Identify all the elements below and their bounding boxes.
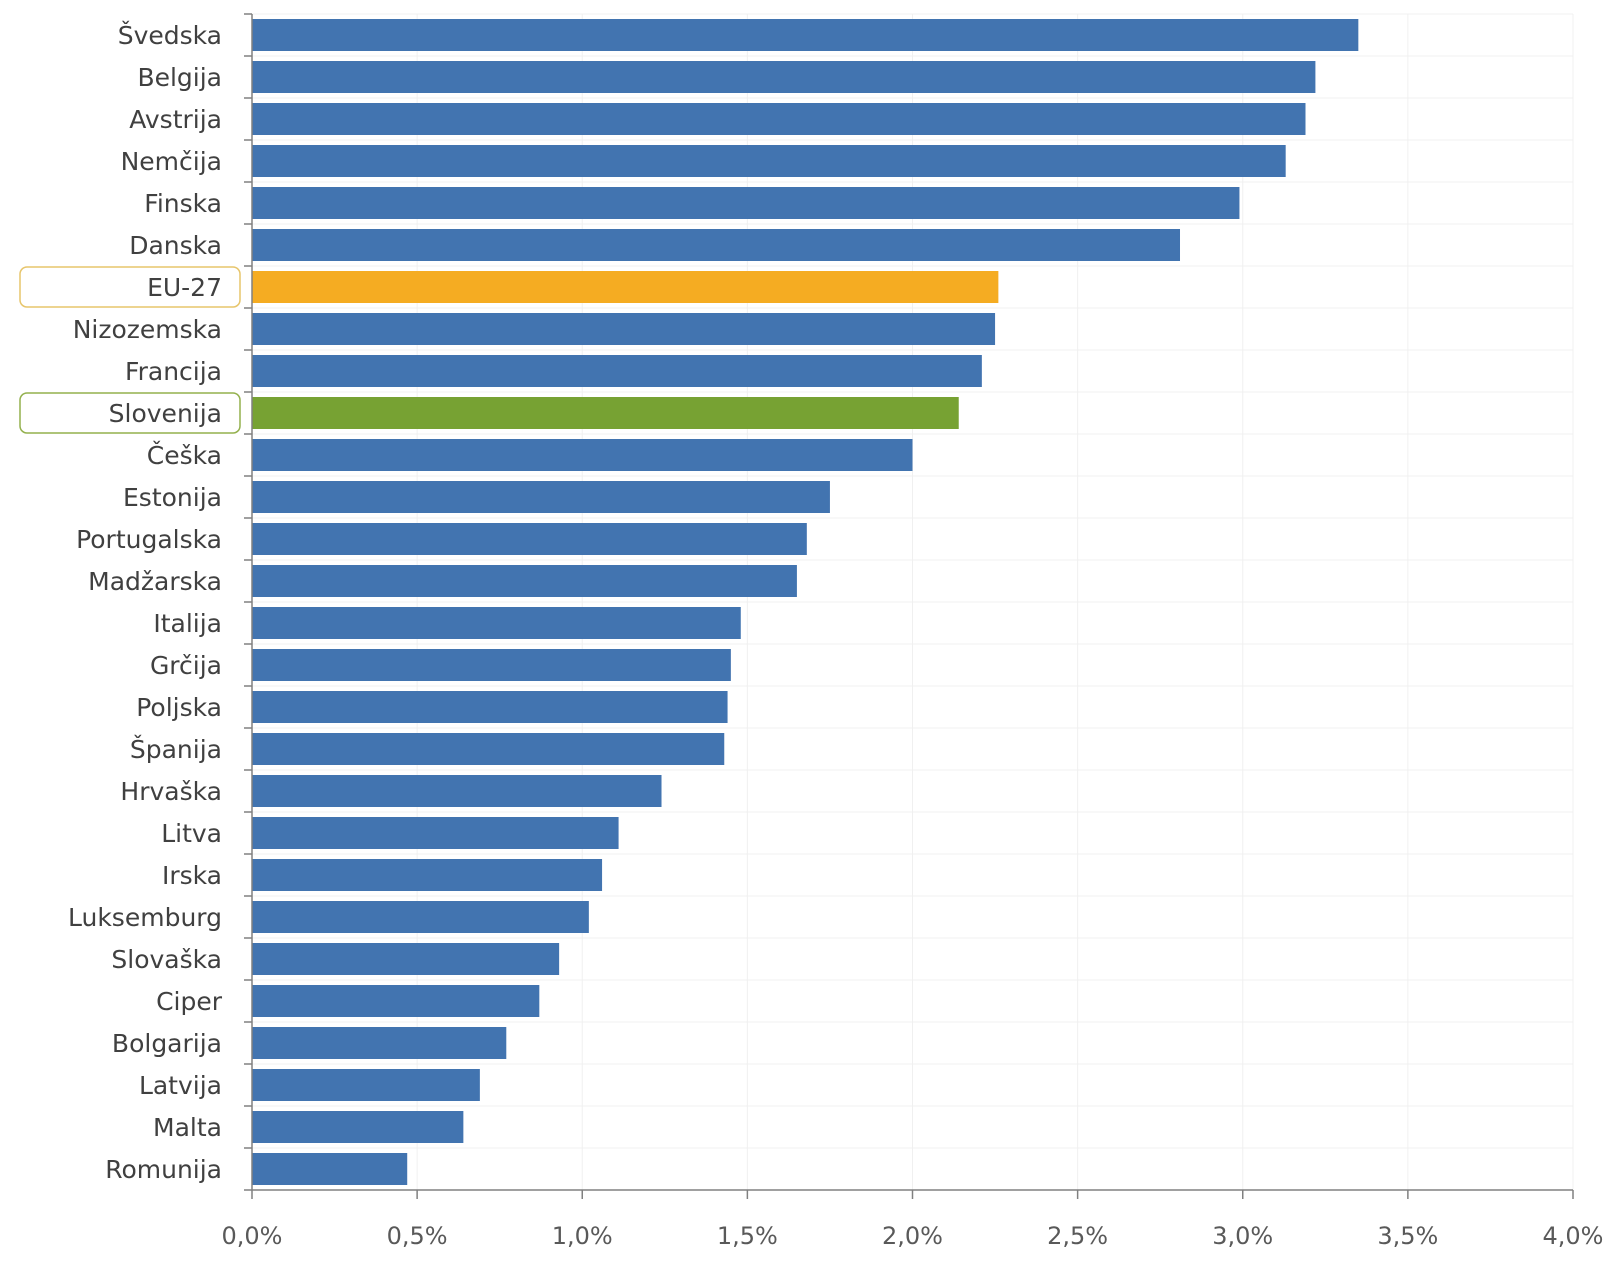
label-box-eu-27 bbox=[19, 266, 241, 308]
x-tick-label: 4,0% bbox=[1543, 1222, 1604, 1250]
bar-romunija bbox=[252, 1153, 408, 1185]
category-label-luksemburg: Luksemburg bbox=[68, 903, 222, 932]
category-label-grcija: Grčija bbox=[150, 651, 222, 680]
bars bbox=[252, 19, 1359, 1185]
grid bbox=[252, 13, 1574, 1191]
bar-eu-27 bbox=[252, 271, 999, 303]
label-box-slovenija bbox=[19, 392, 241, 434]
x-tick-label: 1,5% bbox=[717, 1222, 778, 1250]
bar-hrvaska bbox=[252, 775, 662, 807]
category-label-svedska: Švedska bbox=[118, 20, 222, 50]
category-label-slovenija: Slovenija bbox=[109, 399, 222, 428]
bar-bolgarija bbox=[252, 1027, 507, 1059]
category-label-latvija: Latvija bbox=[139, 1071, 222, 1100]
bar-finska bbox=[252, 187, 1240, 219]
x-tick-label: 3,0% bbox=[1212, 1222, 1273, 1250]
axes: 0,0% 0,5% 1,0% 1,5% 2,0% 2,5% 3,0% 3,5% 4,0% bbox=[222, 13, 1604, 1250]
bar-malta bbox=[252, 1111, 464, 1143]
x-tick-label: 2,5% bbox=[1047, 1222, 1108, 1250]
category-label-portugalska: Portugalska bbox=[76, 525, 222, 554]
category-label-litva: Litva bbox=[161, 819, 222, 848]
bar-avstrija bbox=[252, 103, 1306, 135]
category-label-eu-27: EU-27 bbox=[147, 273, 222, 302]
bar-latvija bbox=[252, 1069, 480, 1101]
category-label-irska: Irska bbox=[162, 861, 222, 890]
bar-nizozemska bbox=[252, 313, 996, 345]
bar-slovenija bbox=[252, 397, 959, 429]
bar-nemcija bbox=[252, 145, 1286, 177]
category-label-finska: Finska bbox=[144, 189, 222, 218]
category-label-danska: Danska bbox=[129, 231, 222, 260]
bar-spanija bbox=[252, 733, 725, 765]
bar-svedska bbox=[252, 19, 1359, 51]
x-tick-label: 0,0% bbox=[222, 1222, 283, 1250]
bar-madzarska bbox=[252, 565, 797, 597]
category-label-ceska: Češka bbox=[147, 440, 222, 470]
bar-ciper bbox=[252, 985, 540, 1017]
category-label-italija: Italija bbox=[153, 609, 222, 638]
category-label-poljska: Poljska bbox=[136, 693, 222, 722]
category-label-hrvaska: Hrvaška bbox=[120, 777, 222, 806]
category-label-bolgarija: Bolgarija bbox=[112, 1029, 222, 1058]
category-label-romunija: Romunija bbox=[105, 1155, 222, 1184]
category-label-avstrija: Avstrija bbox=[129, 105, 222, 134]
category-label-estonija: Estonija bbox=[123, 483, 222, 512]
category-labels: Švedska Belgija Avstrija Nemčija Finska Dansk… bbox=[19, 20, 241, 1184]
x-tick-label: 0,5% bbox=[387, 1222, 448, 1250]
bar-grcija bbox=[252, 649, 731, 681]
category-label-slovaska: Slovaška bbox=[111, 945, 222, 974]
bar-slovaska bbox=[252, 943, 560, 975]
category-label-belgija: Belgija bbox=[137, 63, 222, 92]
category-label-spanija: Španija bbox=[130, 734, 222, 764]
bar-italija bbox=[252, 607, 741, 639]
bar-luksemburg bbox=[252, 901, 589, 933]
category-label-francija: Francija bbox=[125, 357, 222, 386]
category-label-nemcija: Nemčija bbox=[121, 147, 222, 176]
bar-estonija bbox=[252, 481, 830, 513]
bar-litva bbox=[252, 817, 619, 849]
category-label-nizozemska: Nizozemska bbox=[73, 315, 222, 344]
bar-danska bbox=[252, 229, 1181, 261]
bar-ceska bbox=[252, 439, 913, 471]
category-label-madzarska: Madžarska bbox=[88, 567, 222, 596]
bar-belgija bbox=[252, 61, 1316, 93]
category-label-ciper: Ciper bbox=[156, 987, 223, 1016]
bar-francija bbox=[252, 355, 982, 387]
x-tick-label: 3,5% bbox=[1377, 1222, 1438, 1250]
bar-portugalska bbox=[252, 523, 807, 555]
category-label-malta: Malta bbox=[153, 1113, 222, 1142]
x-tick-label: 2,0% bbox=[882, 1222, 943, 1250]
bar-poljska bbox=[252, 691, 728, 723]
x-tick-label: 1,0% bbox=[552, 1222, 613, 1250]
bar-irska bbox=[252, 859, 603, 891]
